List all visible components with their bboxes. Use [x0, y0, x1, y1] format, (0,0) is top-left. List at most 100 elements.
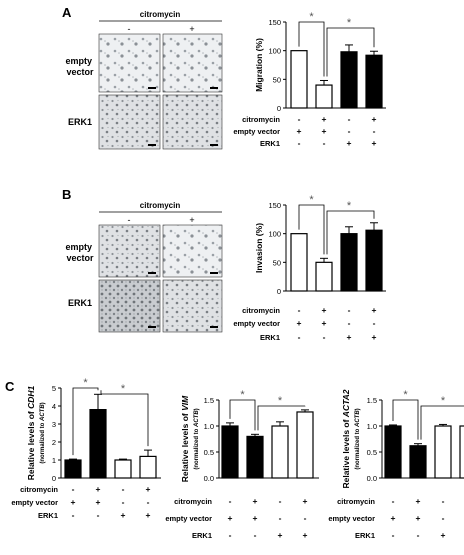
panel-a-group-header: citromycin	[140, 10, 181, 19]
condition-mark: -	[122, 484, 125, 494]
condition-mark: +	[372, 114, 377, 124]
chart-c1: 0 1 2 3 4 5 Relative levels of CDH1 (normalized…	[11, 377, 161, 520]
condition-mark: +	[347, 138, 352, 148]
significance-bracket	[257, 405, 306, 431]
condition-label: citromycin	[174, 497, 212, 506]
y-tick-label: 50	[273, 258, 281, 267]
chart-a: 0 50 100 150 Migration (%) * * citromycin - + - + em…	[233, 11, 386, 148]
bar	[409, 445, 427, 479]
row-label-line: vector	[66, 253, 94, 263]
significance-star: *	[441, 395, 446, 407]
y-tick-label: 0	[52, 474, 56, 483]
condition-mark: +	[71, 497, 76, 507]
y-tick-label: 1.0	[367, 422, 377, 431]
condition-mark: +	[372, 138, 377, 148]
condition-mark: -	[417, 530, 420, 540]
condition-label: empty vector	[11, 498, 58, 507]
panel-b-micrographs: citromycin - + empty vector ERK1	[65, 201, 223, 333]
condition-label: empty vector	[233, 127, 280, 136]
significance-bracket	[326, 27, 375, 77]
condition-label: empty vector	[165, 514, 212, 523]
condition-mark: +	[372, 332, 377, 342]
panel-a-col-plus: +	[189, 24, 194, 34]
condition-mark: -	[348, 114, 351, 124]
significance-star: *	[403, 389, 408, 401]
condition-mark: +	[372, 305, 377, 315]
row-label-line: empty	[65, 242, 92, 252]
condition-mark: -	[229, 496, 232, 506]
condition-mark: +	[253, 496, 258, 506]
y-axis-sublabel-text: )	[355, 408, 361, 410]
scale-bar	[210, 272, 218, 274]
condition-mark: -	[279, 496, 282, 506]
condition-mark: -	[442, 496, 445, 506]
condition-mark: +	[391, 513, 396, 523]
chart-b: 0 50 100 150 Invasion (%) * * citromycin - + - + emp…	[233, 194, 386, 342]
condition-mark: -	[147, 497, 150, 507]
y-tick-label: 150	[268, 201, 281, 210]
chart-c3: 0.0 0.5 1.0 1.5 Relative levels of ACTA2 (nor…	[328, 389, 464, 540]
bar	[271, 425, 289, 479]
condition-mark: +	[96, 497, 101, 507]
condition-mark: +	[322, 318, 327, 328]
y-axis-sublabel-text: )	[40, 402, 46, 404]
bar	[114, 459, 132, 479]
significance-bracket	[392, 399, 419, 440]
micrograph-a-ev-minus	[98, 33, 161, 93]
condition-mark: +	[253, 513, 258, 523]
gene-name: ACTB	[40, 404, 46, 422]
condition-mark: +	[322, 114, 327, 124]
scale-bar	[148, 144, 156, 146]
significance-bracket	[100, 390, 149, 447]
gene-name: VIM	[180, 395, 190, 411]
condition-label: ERK1	[192, 531, 212, 540]
significance-star: *	[347, 200, 352, 212]
condition-label: empty vector	[328, 514, 375, 523]
condition-mark: +	[146, 510, 151, 520]
condition-mark: -	[229, 530, 232, 540]
bar	[340, 51, 358, 109]
micrograph-a-erk-minus	[98, 94, 161, 150]
condition-mark: -	[298, 138, 301, 148]
panel-a-micrographs: citromycin - + empty vector ERK1	[65, 10, 223, 150]
y-axis-label: Invasion (%)	[254, 223, 264, 273]
micrograph-a-ev-plus	[162, 33, 223, 93]
scale-bar	[210, 144, 218, 146]
significance-star: *	[309, 194, 314, 206]
scale-bar	[148, 87, 156, 89]
y-axis-label-text: Relative levels of	[341, 417, 351, 488]
bar	[221, 425, 239, 479]
y-tick-label: 0.5	[204, 448, 214, 457]
condition-mark: +	[303, 530, 308, 540]
panel-b-group-header: citromycin	[140, 201, 181, 210]
y-tick-label: 1.5	[367, 396, 377, 405]
y-tick-label: 150	[268, 18, 281, 27]
condition-mark: +	[96, 484, 101, 494]
condition-mark: -	[373, 318, 376, 328]
panel-letter-a: A	[62, 5, 72, 20]
y-axis-sublabel: (normalized to ACTB)	[355, 408, 361, 469]
condition-mark: +	[121, 510, 126, 520]
condition-mark: -	[122, 497, 125, 507]
y-tick-label: 100	[268, 230, 281, 239]
bar	[296, 411, 314, 479]
condition-label: ERK1	[355, 531, 375, 540]
panel-a-col-minus: -	[128, 24, 131, 34]
y-tick-label: 2	[52, 438, 56, 447]
condition-mark: +	[322, 126, 327, 136]
condition-mark: -	[97, 510, 100, 520]
panel-a-row-label-erk1: ERK1	[68, 117, 92, 127]
significance-star: *	[121, 383, 126, 395]
condition-mark: -	[298, 332, 301, 342]
condition-mark: -	[348, 305, 351, 315]
panel-b-col-plus: +	[189, 215, 194, 225]
gene-name: ACTA2	[341, 389, 351, 418]
y-tick-label: 3	[52, 420, 56, 429]
micrograph-b-erk-plus	[162, 279, 223, 333]
micrograph-b-ev-minus	[98, 224, 161, 278]
condition-label: citromycin	[242, 115, 280, 124]
y-axis-sublabel-text: (normalized to	[194, 427, 200, 470]
panel-letter-c: C	[5, 379, 15, 394]
significance-star: *	[347, 17, 352, 29]
